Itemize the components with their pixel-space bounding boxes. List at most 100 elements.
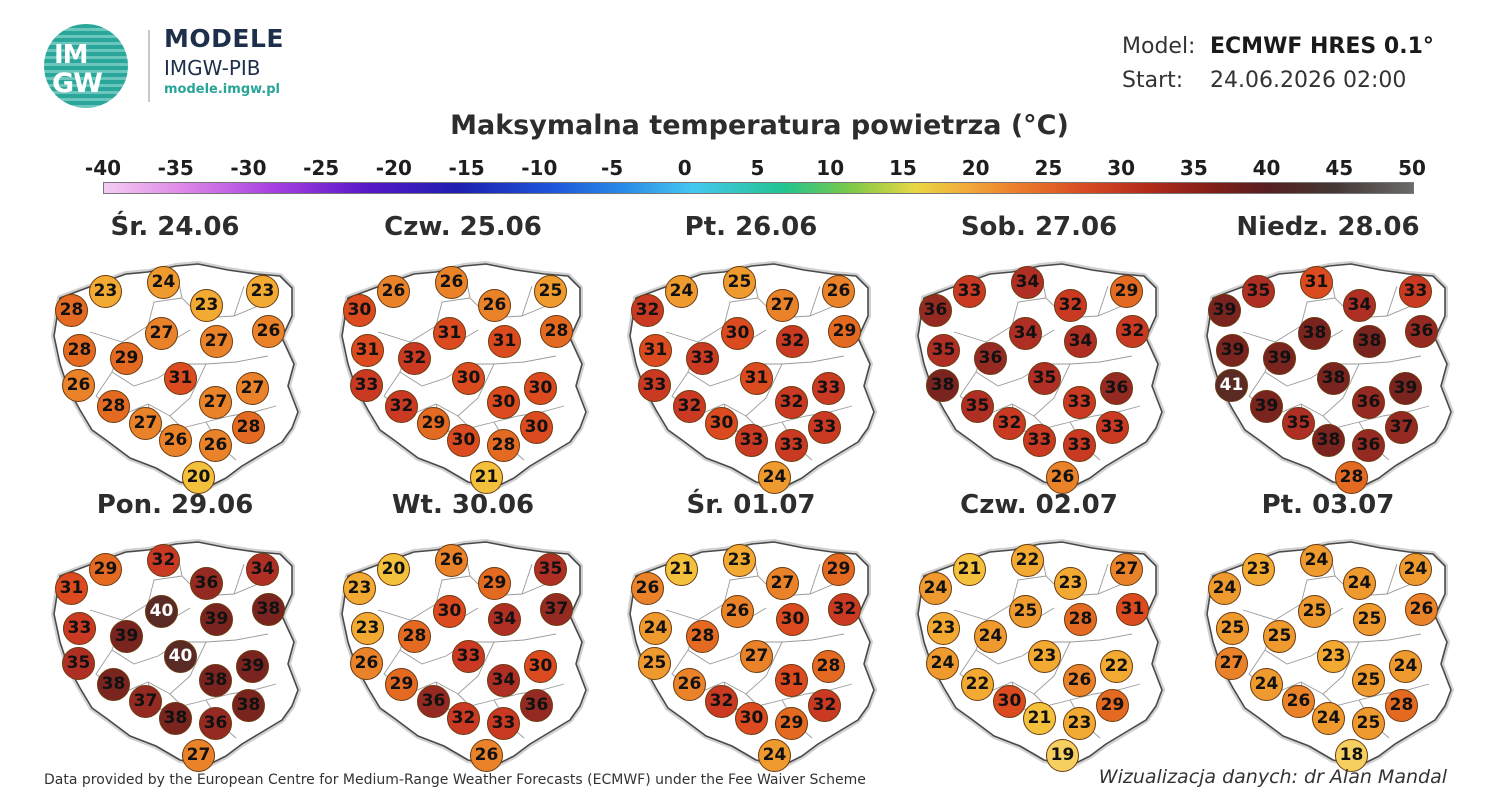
temperature-marker: 20 [377,553,410,586]
temperature-marker: 33 [812,372,845,405]
model-info: Model: ECMWF HRES 0.1° Start: 24.06.2026 0… [1122,30,1434,98]
temperature-marker: 23 [89,275,122,308]
visualization-credit: Wizualizacja danych: dr Alan Mandal [1098,766,1447,788]
temperature-marker: 23 [351,612,384,645]
temperature-marker: 38 [926,369,959,402]
temperature-marker: 22 [1011,544,1044,577]
day-title: Sob. 27.06 [960,212,1118,242]
day-panel: Wt. 30.06 23 20 26 29 35 37 30 23 28 34 26 33 29 34 30 3… [318,490,608,772]
temperature-marker: 26 [435,266,468,299]
temperature-marker: 39 [1263,342,1296,375]
temperature-marker: 27 [1110,553,1143,586]
temperature-marker: 35 [534,553,567,586]
temperature-marker: 24 [1399,553,1432,586]
temperature-marker: 28 [812,650,845,683]
temperature-marker: 39 [1389,372,1422,405]
temperature-marker: 26 [673,668,706,701]
temperature-marker: 37 [540,593,573,626]
temperature-marker: 38 [1298,317,1331,350]
temperature-marker: 31 [740,362,773,395]
temperature-marker: 21 [665,553,698,586]
start-row: Start: 24.06.2026 02:00 [1122,64,1434,98]
start-value: 24.06.2026 02:00 [1210,68,1407,93]
temperature-marker: 38 [1312,424,1345,457]
poland-map: 28 23 24 23 23 26 27 28 29 27 26 31 28 27 27 27 26 26 28 20 [30,246,320,494]
temperature-marker: 23 [246,275,279,308]
temperature-marker: 20 [182,461,215,494]
temperature-marker: 33 [1096,411,1129,444]
temperature-marker: 41 [1215,369,1248,402]
temperature-marker: 24 [1250,668,1283,701]
temperature-marker: 27 [129,407,162,440]
temperature-marker: 36 [1352,386,1385,419]
day-title: Śr. 01.07 [686,490,816,520]
scale-tick-label: 10 [816,156,845,180]
model-row: Model: ECMWF HRES 0.1° [1122,30,1434,64]
temperature-marker: 22 [1100,650,1133,683]
imgw-logo-icon: IM GW [44,24,128,108]
temperature-marker: 34 [488,603,521,636]
temperature-marker: 39 [1250,390,1283,423]
temperature-marker: 25 [534,275,567,308]
day-title: Wt. 30.06 [391,490,535,520]
temperature-marker: 34 [1009,317,1042,350]
temperature-marker: 24 [147,266,180,299]
logo-circle-text-1: IM [54,40,89,70]
temperature-marker: 23 [723,544,756,577]
temperature-marker: 25 [1352,664,1385,697]
temperature-color-scale: -40 -35 -30 -25 -20 -15 -10 -5 0 5 10 15 20 25 30 35 40 4… [85,150,1426,196]
temperature-marker: 29 [89,553,122,586]
day-panel: Pt. 26.06 32 24 25 27 26 29 30 31 33 32 33 31 32 32 33 3… [606,212,896,494]
poland-map: 24 23 24 24 24 26 25 25 25 25 27 23 24 25 24 26 24 25 28 18 [1183,524,1473,772]
day-title: Czw. 02.07 [960,490,1118,520]
temperature-marker: 27 [1215,647,1248,680]
day-panel: Śr. 01.07 26 21 23 27 29 32 26 24 28 30 25 27 26 31 28 3… [606,490,896,772]
temperature-marker: 26 [470,739,503,772]
temperature-marker: 33 [350,369,383,402]
temperature-marker: 33 [63,612,96,645]
temperature-marker: 28 [686,620,719,653]
temperature-marker: 23 [190,289,223,322]
temperature-marker: 34 [246,553,279,586]
temperature-marker: 34 [1064,325,1097,358]
temperature-marker: 30 [776,603,809,636]
scale-tick-label: 45 [1325,156,1354,180]
temperature-marker: 33 [452,640,485,673]
temperature-marker: 27 [145,317,178,350]
temperature-marker: 23 [927,612,960,645]
temperature-marker: 25 [1298,595,1331,628]
temperature-marker: 36 [520,689,553,722]
temperature-marker: 36 [199,707,232,740]
poland-map: 26 21 23 27 29 32 26 24 28 30 25 27 26 31 28 32 30 29 32 24 [606,524,896,772]
temperature-marker: 27 [740,640,773,673]
temperature-marker: 32 [631,294,664,327]
color-scale-bar [103,182,1414,194]
day-title: Pt. 03.07 [1261,490,1395,520]
temperature-marker: 18 [1335,739,1368,772]
scale-tick-label: -40 [84,156,122,180]
scale-tick-label: 25 [1034,156,1063,180]
temperature-marker: 32 [398,342,431,375]
temperature-marker: 29 [822,553,855,586]
temperature-marker: 23 [1317,640,1350,673]
temperature-marker: 30 [524,372,557,405]
temperature-marker: 25 [723,266,756,299]
temperature-marker: 31 [351,334,384,367]
temperature-marker: 21 [470,461,503,494]
day-panel: Czw. 25.06 30 26 26 26 25 28 31 31 32 31 33 30 32 30 30… [318,212,608,494]
temperature-marker: 28 [1385,689,1418,722]
poland-map: 31 29 32 36 34 38 40 33 39 39 35 40 38 38 39 37 38 36 38 27 [30,524,320,772]
temperature-marker: 25 [1353,603,1386,636]
temperature-marker: 26 [1063,664,1096,697]
temperature-marker: 31 [433,317,466,350]
temperature-marker: 24 [1389,650,1422,683]
temperature-marker: 24 [1343,567,1376,600]
model-value: ECMWF HRES 0.1° [1210,34,1434,59]
temperature-marker: 26 [478,289,511,322]
temperature-marker: 33 [775,429,808,462]
temperature-marker: 28 [540,315,573,348]
temperature-marker: 39 [1216,334,1249,367]
temperature-marker: 30 [735,702,768,735]
temperature-marker: 23 [1028,640,1061,673]
temperature-marker: 32 [385,390,418,423]
